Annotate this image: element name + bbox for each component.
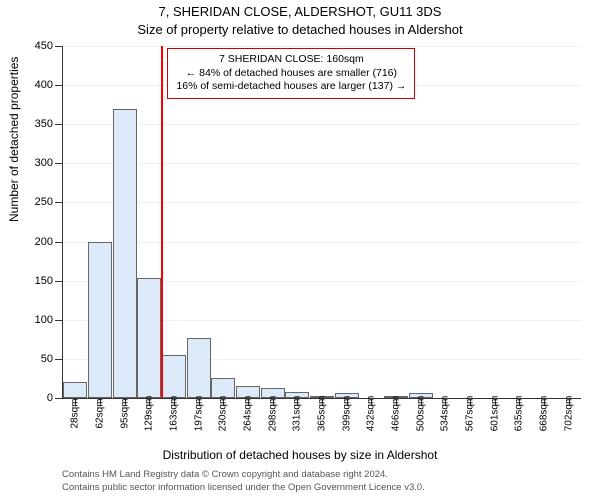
annotation-line: 7 SHERIDAN CLOSE: 160sqm <box>176 53 406 67</box>
footnote: Contains HM Land Registry data © Crown c… <box>62 469 425 494</box>
x-tick-label: 230sqm <box>218 396 229 432</box>
x-tick-label: 197sqm <box>193 396 204 432</box>
x-tick-label: 95sqm <box>119 398 130 428</box>
x-tick-label: 298sqm <box>267 396 278 432</box>
y-tick-label: 450 <box>35 40 53 52</box>
y-tick-label: 50 <box>41 353 53 365</box>
x-tick-label: 28sqm <box>70 398 81 428</box>
y-tick-label: 250 <box>35 196 53 208</box>
gridline <box>63 242 581 243</box>
y-tick-label: 300 <box>35 157 53 169</box>
gridline <box>63 124 581 125</box>
x-tick-label: 331sqm <box>292 396 303 432</box>
bar <box>113 109 137 398</box>
x-tick-label: 500sqm <box>415 396 426 432</box>
annotation-line: ← 84% of detached houses are smaller (71… <box>176 67 406 81</box>
bar <box>162 355 186 398</box>
x-tick-label: 635sqm <box>514 396 525 432</box>
y-tick <box>55 46 63 47</box>
x-tick-label: 466sqm <box>391 396 402 432</box>
x-tick-label: 62sqm <box>95 398 106 428</box>
y-tick <box>55 124 63 125</box>
y-tick-label: 0 <box>47 392 53 404</box>
x-tick-label: 432sqm <box>366 396 377 432</box>
x-tick-label: 129sqm <box>144 396 155 432</box>
x-tick-label: 399sqm <box>341 396 352 432</box>
x-tick-label: 534sqm <box>440 396 451 432</box>
x-tick-label: 668sqm <box>539 396 550 432</box>
gridline <box>63 163 581 164</box>
chart-container: 7, SHERIDAN CLOSE, ALDERSHOT, GU11 3DS S… <box>0 0 600 500</box>
y-tick-label: 400 <box>35 79 53 91</box>
marker-line <box>161 46 163 398</box>
x-axis-label: Distribution of detached houses by size … <box>0 448 600 462</box>
y-tick <box>55 202 63 203</box>
y-tick <box>55 398 63 399</box>
footnote-line1: Contains HM Land Registry data © Crown c… <box>62 469 425 481</box>
x-tick-label: 163sqm <box>169 396 180 432</box>
annotation-box: 7 SHERIDAN CLOSE: 160sqm← 84% of detache… <box>167 48 415 99</box>
annotation-line: 16% of semi-detached houses are larger (… <box>176 80 406 94</box>
y-tick <box>55 242 63 243</box>
y-tick <box>55 320 63 321</box>
bar <box>137 278 161 398</box>
bar <box>187 338 211 398</box>
chart-title-line2: Size of property relative to detached ho… <box>0 22 600 37</box>
y-axis-label: Number of detached properties <box>7 57 21 222</box>
x-tick-label: 365sqm <box>317 396 328 432</box>
gridline <box>63 202 581 203</box>
bar <box>63 382 87 398</box>
gridline <box>63 46 581 47</box>
x-tick-label: 567sqm <box>465 396 476 432</box>
x-tick-label: 601sqm <box>489 396 500 432</box>
y-tick-label: 350 <box>35 118 53 130</box>
plot-area: 05010015020025030035040045028sqm62sqm95s… <box>62 46 581 399</box>
y-tick <box>55 85 63 86</box>
x-tick-label: 264sqm <box>243 396 254 432</box>
y-tick-label: 100 <box>35 314 53 326</box>
footnote-line2: Contains public sector information licen… <box>62 482 425 494</box>
y-tick <box>55 163 63 164</box>
y-tick <box>55 281 63 282</box>
x-tick-label: 702sqm <box>563 396 574 432</box>
y-tick-label: 200 <box>35 236 53 248</box>
bar <box>88 242 112 398</box>
y-tick <box>55 359 63 360</box>
chart-title-line1: 7, SHERIDAN CLOSE, ALDERSHOT, GU11 3DS <box>0 4 600 19</box>
y-tick-label: 150 <box>35 275 53 287</box>
